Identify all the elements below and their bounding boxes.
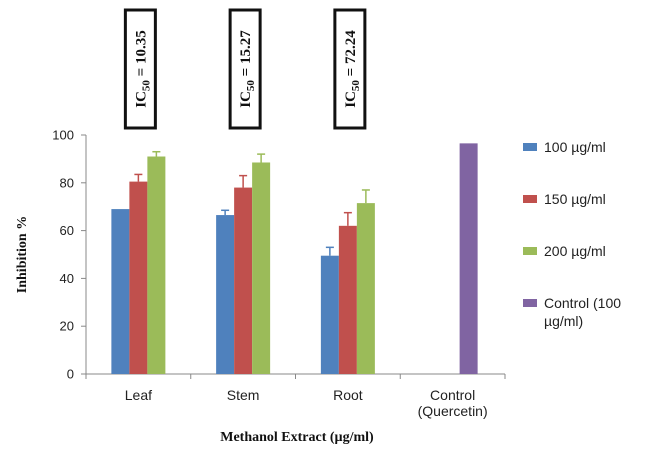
ic50-value: = 10.35 — [133, 30, 149, 80]
ic50-box — [333, 8, 367, 130]
x-axis-title: Methanol Extract (µg/ml) — [220, 430, 374, 445]
ic50-label: IC50 = 15.27 — [238, 30, 257, 108]
ic50-box — [123, 8, 157, 130]
ic50-subscript: 50 — [245, 80, 257, 92]
bar — [234, 187, 253, 374]
ic50-label: IC50 = 72.24 — [343, 30, 362, 108]
bar — [252, 162, 271, 374]
bar — [320, 255, 339, 374]
ic50-subscript: 50 — [140, 80, 152, 92]
bar — [129, 181, 148, 374]
legend-label: 100 µg/ml — [544, 139, 606, 155]
y-axis-title: Inhibition % — [15, 216, 30, 293]
bar — [338, 225, 357, 374]
x-tick-label: Leaf — [125, 387, 152, 403]
y-tick-label: 60 — [60, 223, 74, 238]
ic50-value: = 15.27 — [238, 30, 254, 80]
bar — [356, 203, 375, 374]
ic50-prefix: IC — [238, 91, 254, 108]
legend-swatch — [523, 143, 537, 151]
bar — [459, 143, 478, 374]
ic50-prefix: IC — [343, 91, 359, 108]
legend-swatch — [523, 247, 537, 255]
legend-label: µg/ml) — [544, 313, 583, 329]
ic50-subscript: 50 — [350, 80, 362, 92]
bar — [216, 215, 235, 374]
legend-label: 150 µg/ml — [544, 191, 606, 207]
bar — [147, 156, 166, 374]
x-tick-label: Root — [333, 387, 363, 403]
y-tick-label: 100 — [52, 128, 74, 143]
legend-label: 200 µg/ml — [544, 243, 606, 259]
ic50-prefix: IC — [133, 91, 149, 108]
legend-label: Control (100 — [544, 295, 621, 311]
ic50-box — [228, 8, 262, 130]
bar — [111, 209, 130, 374]
y-tick-label: 20 — [60, 319, 74, 334]
ic50-value: = 72.24 — [343, 30, 359, 80]
x-tick-label: Stem — [227, 387, 260, 403]
ic50-label: IC50 = 10.35 — [133, 30, 152, 107]
y-tick-label: 80 — [60, 175, 74, 190]
x-tick-label: Control — [430, 387, 475, 403]
y-tick-label: 40 — [60, 271, 74, 286]
legend-swatch — [523, 195, 537, 203]
x-tick-label: (Quercetin) — [418, 403, 488, 419]
y-tick-label: 0 — [67, 367, 74, 382]
legend-swatch — [523, 299, 537, 307]
